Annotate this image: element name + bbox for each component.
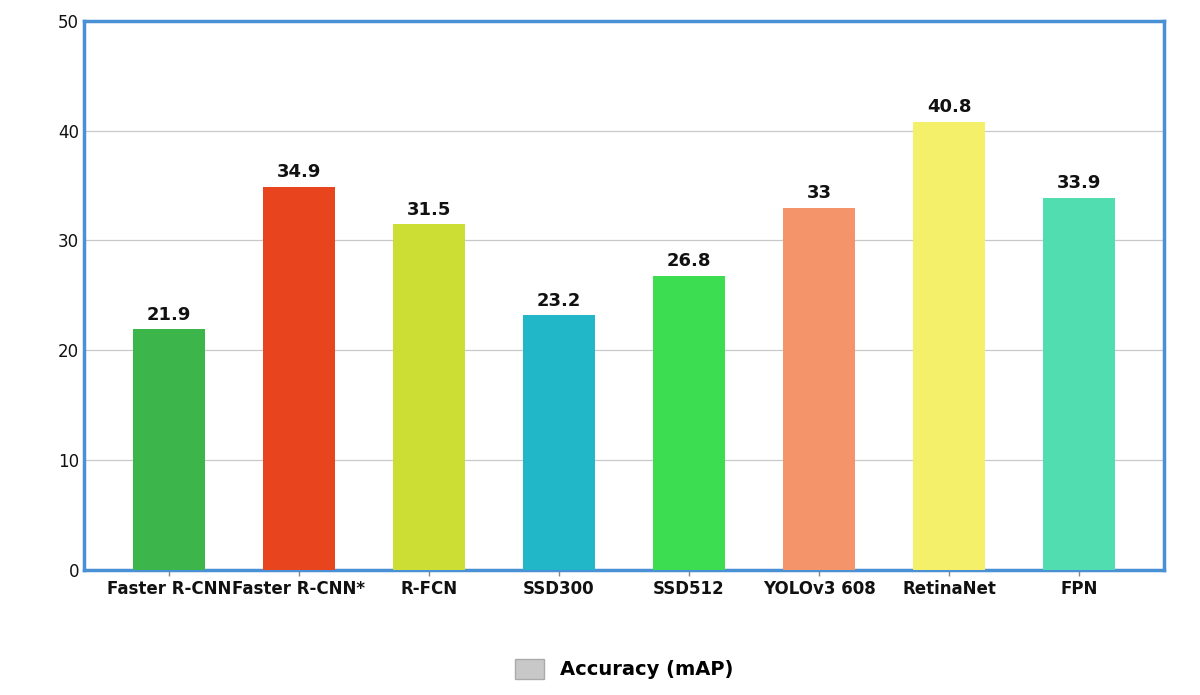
Bar: [1043, 197, 1115, 570]
Bar: [523, 315, 595, 570]
Text: 33: 33: [806, 184, 832, 202]
Legend: Accuracy (mAP): Accuracy (mAP): [508, 651, 740, 687]
Text: 31.5: 31.5: [407, 201, 451, 218]
Text: 40.8: 40.8: [926, 99, 971, 116]
Text: 33.9: 33.9: [1057, 174, 1102, 192]
Bar: [653, 276, 725, 570]
Text: 26.8: 26.8: [667, 252, 712, 270]
Text: 21.9: 21.9: [146, 306, 191, 324]
Bar: [263, 187, 335, 570]
Bar: [784, 208, 854, 570]
Bar: [133, 329, 205, 570]
Text: 34.9: 34.9: [277, 163, 322, 181]
Bar: [394, 224, 464, 570]
Bar: [913, 122, 985, 570]
Text: 23.2: 23.2: [536, 292, 581, 310]
